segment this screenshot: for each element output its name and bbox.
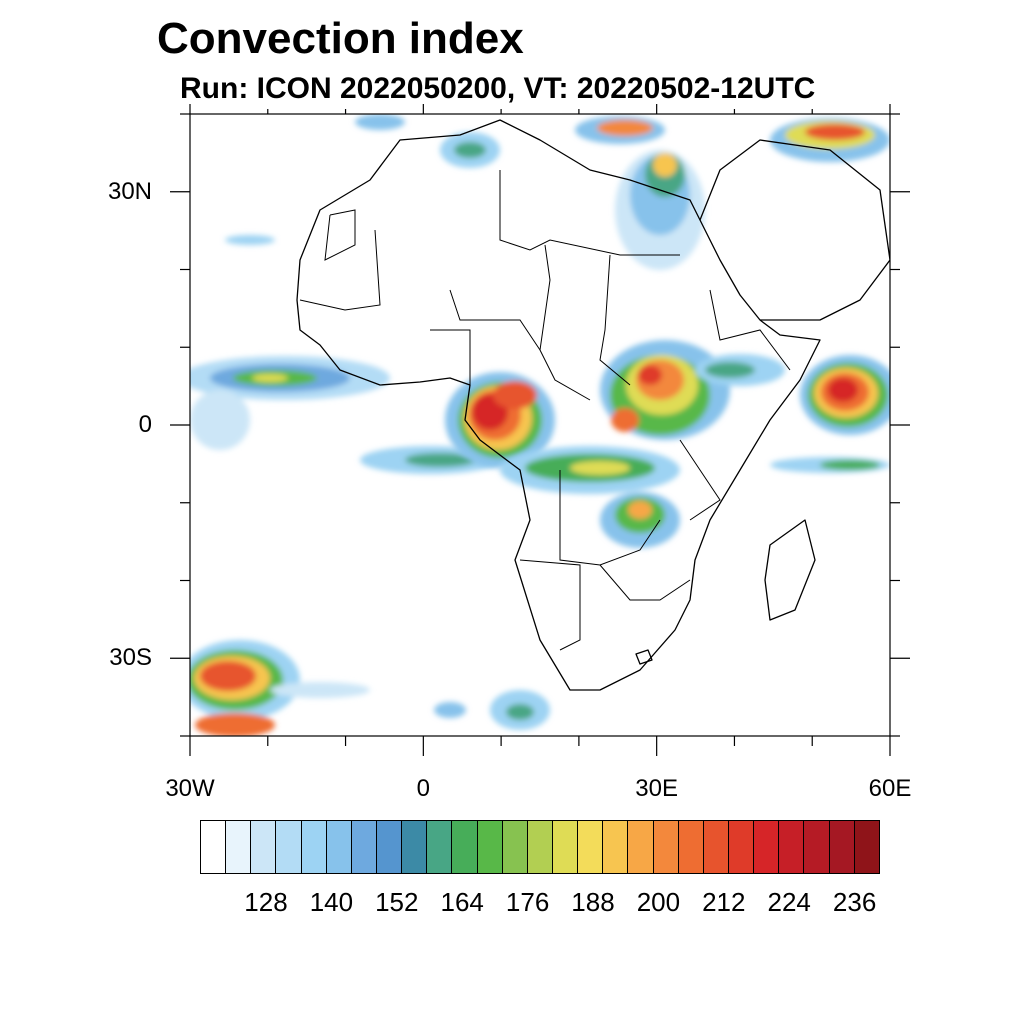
south-atlantic-cell bbox=[190, 640, 550, 736]
colorbar-label: 140 bbox=[309, 887, 354, 917]
colorbar-cell bbox=[678, 821, 704, 873]
colorbar-cell bbox=[628, 821, 654, 873]
colorbar-cell bbox=[351, 821, 377, 873]
y-tick-label: 0 bbox=[138, 411, 152, 438]
colorbar-cell bbox=[276, 821, 302, 873]
colorbar-label: 176 bbox=[505, 887, 550, 917]
colorbar-label: 200 bbox=[636, 887, 681, 917]
colorbar-cell bbox=[527, 821, 553, 873]
axis-ticks bbox=[170, 104, 910, 756]
colorbar-cell bbox=[703, 821, 729, 873]
colorbar-cell bbox=[226, 821, 252, 873]
colorbar-cell bbox=[653, 821, 679, 873]
west-indian-ocean-cell bbox=[770, 355, 890, 473]
colorbar-cell bbox=[301, 821, 327, 873]
y-tick-label: 30N bbox=[107, 177, 152, 205]
y-tick-label: 30S bbox=[109, 644, 152, 672]
colorbar-label: 128 bbox=[244, 887, 288, 917]
colorbar-cell bbox=[603, 821, 629, 873]
colorbar-cell bbox=[502, 821, 528, 873]
colorbar-cell bbox=[728, 821, 755, 873]
colorbar-cell bbox=[376, 821, 403, 873]
colorbar-cell bbox=[804, 821, 830, 873]
mediterranean-band bbox=[355, 114, 890, 270]
x-tick-label: 30W bbox=[165, 775, 215, 802]
colorbar-label: 212 bbox=[702, 887, 746, 917]
gulf-of-guinea-cell bbox=[445, 372, 555, 468]
chart-subtitle: Run: ICON 2022050200, VT: 20220502-12UTC bbox=[180, 72, 816, 105]
coastlines bbox=[296, 119, 890, 691]
colorbar-cell bbox=[326, 821, 352, 873]
colorbar-cell bbox=[402, 821, 428, 873]
colorbar-cell bbox=[754, 821, 780, 873]
colorbar-cell bbox=[779, 821, 805, 873]
colorbar-cell bbox=[427, 821, 453, 873]
x-tick-label: 60E bbox=[868, 775, 912, 802]
colorbar-cell bbox=[829, 821, 855, 873]
colorbar-cell bbox=[552, 821, 579, 873]
colorbar-label: 164 bbox=[440, 887, 484, 917]
x-tick-label: 30E bbox=[635, 775, 679, 802]
x-tick-label: 0 bbox=[416, 775, 431, 802]
colorbar-cell bbox=[452, 821, 478, 873]
colorbar-cell bbox=[578, 821, 604, 873]
colorbar-cell bbox=[854, 821, 879, 873]
colorbar-label: 224 bbox=[767, 887, 811, 917]
colorbar-cell bbox=[477, 821, 503, 873]
country-borders bbox=[299, 170, 791, 651]
colorbar-label: 152 bbox=[375, 887, 419, 917]
colorbar-cell bbox=[251, 821, 277, 873]
chart-title: Convection index bbox=[157, 14, 524, 63]
congo-basin-band bbox=[500, 446, 680, 548]
convection-field bbox=[190, 114, 890, 736]
colorbar bbox=[200, 820, 880, 874]
colorbar-cell bbox=[201, 821, 227, 873]
east-africa-cell bbox=[600, 340, 785, 440]
colorbar-label: 188 bbox=[571, 887, 615, 917]
colorbar-label: 236 bbox=[832, 887, 877, 917]
